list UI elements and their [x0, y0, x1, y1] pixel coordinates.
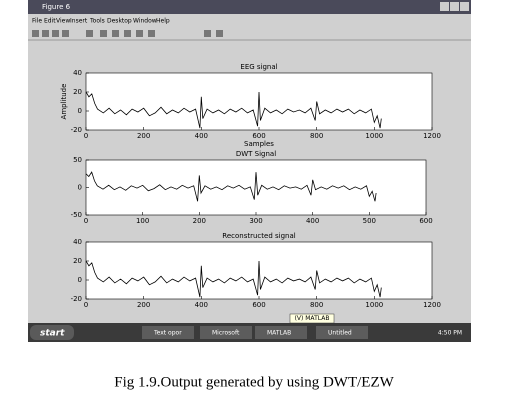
- task-label: Text opor: [153, 330, 182, 337]
- tool-icon[interactable]: [136, 30, 143, 37]
- menu-item[interactable]: Help: [156, 18, 170, 25]
- x-axis-label: Samples: [244, 140, 274, 148]
- tool-icon[interactable]: [52, 30, 59, 37]
- close-button[interactable]: [460, 2, 469, 11]
- y-tick-label: 40: [73, 238, 82, 246]
- tool-icon[interactable]: [112, 30, 119, 37]
- y-tick-label: 40: [73, 69, 82, 77]
- window-title: Figure 6: [42, 3, 71, 11]
- task-button[interactable]: [200, 326, 252, 339]
- signal-line: [85, 91, 382, 129]
- task-label: MATLAB: [267, 330, 291, 337]
- tool-icon[interactable]: [32, 30, 39, 37]
- axes-box: [85, 159, 427, 216]
- x-tick-label: 800: [310, 301, 323, 309]
- signal-line: [85, 260, 382, 298]
- tooltip-text: (V) MATLAB: [295, 315, 330, 322]
- task-button[interactable]: [316, 326, 368, 339]
- y-tick-label: 0: [78, 276, 82, 284]
- menu-item[interactable]: Tools: [89, 18, 105, 25]
- taskbar-items: Text opor Microsoft MATLAB Untitled: [142, 326, 368, 339]
- tool-icon[interactable]: [124, 30, 131, 37]
- x-tick-label: 600: [252, 132, 265, 140]
- y-tick-label: -20: [71, 126, 82, 134]
- signal-line: [85, 171, 377, 202]
- tool-icon[interactable]: [204, 30, 211, 37]
- y-tick-label: 20: [73, 88, 82, 96]
- minimize-button[interactable]: [440, 2, 449, 11]
- x-tick-label: 200: [193, 217, 206, 225]
- plot-title: EEG signal: [240, 63, 277, 71]
- task-button[interactable]: [142, 326, 194, 339]
- x-tick-label: 1000: [365, 301, 383, 309]
- menu-item[interactable]: View: [56, 18, 70, 25]
- toolbar: [32, 30, 223, 37]
- menu-item[interactable]: Window: [133, 18, 157, 25]
- caption: Fig 1.9.Output generated by using DWT/EZ…: [114, 374, 394, 390]
- x-tick-label: 600: [419, 217, 432, 225]
- x-tick-label: 0: [84, 217, 88, 225]
- x-tick-label: 1000: [365, 132, 383, 140]
- menu-item[interactable]: Desktop: [107, 18, 132, 25]
- task-label: Microsoft: [212, 330, 240, 337]
- menu-bar: File Edit View Insert Tools Desktop Window Help: [32, 18, 170, 25]
- clock: 4:50 PM: [438, 330, 462, 337]
- plot-title: Reconstructed signal: [222, 232, 295, 240]
- start-button[interactable]: [30, 325, 74, 340]
- x-tick-label: 400: [195, 301, 208, 309]
- plot-title: DWT Signal: [236, 150, 276, 158]
- y-axis-label: Amplitude: [60, 84, 68, 120]
- x-tick-label: 300: [249, 217, 262, 225]
- x-tick-label: 500: [363, 217, 376, 225]
- menu-item[interactable]: Edit: [44, 18, 56, 25]
- x-tick-label: 800: [310, 132, 323, 140]
- title-bar: [28, 0, 471, 14]
- menu-item[interactable]: File: [32, 18, 42, 25]
- tool-icon[interactable]: [216, 30, 223, 37]
- start-label: start: [40, 329, 65, 339]
- tool-icon[interactable]: [86, 30, 93, 37]
- x-tick-label: 1200: [423, 301, 441, 309]
- x-tick-label: 200: [137, 301, 150, 309]
- x-tick-label: 0: [84, 301, 88, 309]
- x-tick-label: 1200: [423, 132, 441, 140]
- x-tick-label: 0: [84, 132, 88, 140]
- y-tick-label: 20: [73, 257, 82, 265]
- maximize-button[interactable]: [450, 2, 459, 11]
- task-label: Untitled: [328, 330, 352, 337]
- x-tick-label: 600: [252, 301, 265, 309]
- tool-icon[interactable]: [100, 30, 107, 37]
- task-button[interactable]: [255, 326, 307, 339]
- tool-icon[interactable]: [148, 30, 155, 37]
- y-tick-label: 0: [78, 184, 82, 192]
- x-tick-label: 200: [137, 132, 150, 140]
- x-tick-label: 400: [306, 217, 319, 225]
- x-tick-label: 400: [195, 132, 208, 140]
- menu-item[interactable]: Insert: [70, 18, 88, 25]
- y-tick-label: -20: [71, 295, 82, 303]
- tooltip: [289, 313, 335, 324]
- x-tick-label: 100: [136, 217, 149, 225]
- tool-icon[interactable]: [42, 30, 49, 37]
- tool-icon[interactable]: [62, 30, 69, 37]
- y-tick-label: 50: [73, 156, 82, 164]
- y-tick-label: -50: [71, 211, 82, 219]
- y-tick-label: 0: [78, 107, 82, 115]
